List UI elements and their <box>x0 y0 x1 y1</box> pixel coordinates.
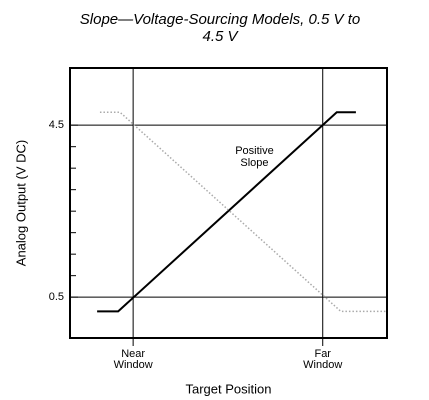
y-tick-label: 4.5 <box>49 119 64 131</box>
chart-title: Slope—Voltage-Sourcing Models, 0.5 V to <box>80 11 360 28</box>
y-tick-label: 0.5 <box>49 291 64 303</box>
x-tick-label: Window <box>114 359 153 371</box>
chart-title: 4.5 V <box>202 28 239 45</box>
x-tick-label: Near <box>121 348 145 360</box>
y-axis-label: Analog Output (V DC) <box>13 140 28 266</box>
x-tick-label: Far <box>314 348 331 360</box>
x-tick-label: Window <box>303 359 342 371</box>
series-line <box>97 111 356 313</box>
annotation: Slope <box>240 157 268 169</box>
annotation: Positive <box>235 145 274 157</box>
x-axis-label: Target Position <box>186 381 272 396</box>
plot-frame <box>69 67 388 339</box>
series-line <box>99 111 386 313</box>
